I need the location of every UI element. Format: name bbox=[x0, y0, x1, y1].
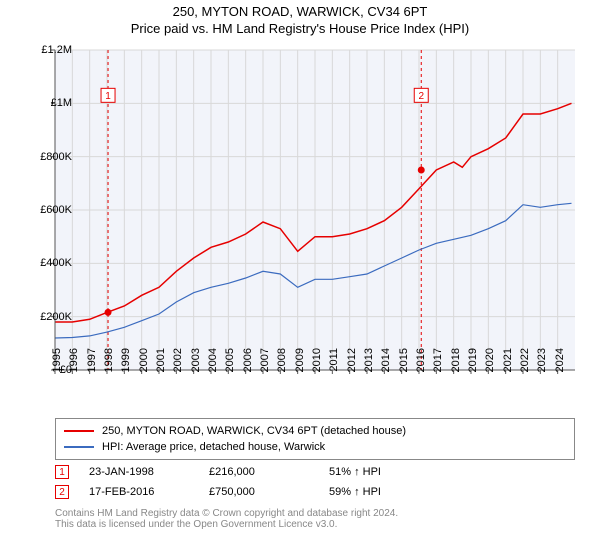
marker-price: £216,000 bbox=[209, 466, 329, 478]
legend-label: 250, MYTON ROAD, WARWICK, CV34 6PT (deta… bbox=[102, 425, 406, 437]
marker-badge: 2 bbox=[55, 485, 69, 499]
y-tick-label: £400K bbox=[22, 257, 72, 269]
footnote-line: Contains HM Land Registry data © Crown c… bbox=[55, 508, 575, 519]
svg-text:2: 2 bbox=[418, 91, 424, 102]
x-tick-label: 1996 bbox=[68, 348, 80, 378]
marker-delta: 59% ↑ HPI bbox=[329, 486, 449, 498]
x-tick-label: 1995 bbox=[51, 348, 63, 378]
legend-swatch bbox=[64, 446, 94, 448]
footnote-line: This data is licensed under the Open Gov… bbox=[55, 519, 575, 530]
page-subtitle: Price paid vs. HM Land Registry's House … bbox=[0, 19, 600, 36]
x-tick-label: 2015 bbox=[398, 348, 410, 378]
x-tick-label: 2003 bbox=[190, 348, 202, 378]
x-tick-label: 1998 bbox=[103, 348, 115, 378]
x-tick-label: 2009 bbox=[294, 348, 306, 378]
legend: 250, MYTON ROAD, WARWICK, CV34 6PT (deta… bbox=[55, 418, 575, 460]
x-tick-label: 2018 bbox=[450, 348, 462, 378]
page-title: 250, MYTON ROAD, WARWICK, CV34 6PT bbox=[0, 0, 600, 19]
x-tick-label: 2011 bbox=[328, 348, 340, 378]
x-tick-label: 2005 bbox=[224, 348, 236, 378]
marker-delta: 51% ↑ HPI bbox=[329, 466, 449, 478]
x-tick-label: 2016 bbox=[415, 348, 427, 378]
marker-table: 1 23-JAN-1998£216,00051% ↑ HPI 2 17-FEB-201… bbox=[55, 462, 575, 502]
x-tick-label: 2022 bbox=[519, 348, 531, 378]
y-tick-label: £200K bbox=[22, 311, 72, 323]
footnote: Contains HM Land Registry data © Crown c… bbox=[55, 508, 575, 530]
y-tick-label: £1M bbox=[22, 97, 72, 109]
x-tick-label: 2004 bbox=[207, 348, 219, 378]
y-tick-label: £1.2M bbox=[22, 44, 72, 56]
x-tick-label: 2020 bbox=[484, 348, 496, 378]
x-tick-label: 2008 bbox=[276, 348, 288, 378]
x-tick-label: 2000 bbox=[138, 348, 150, 378]
x-tick-label: 2021 bbox=[502, 348, 514, 378]
x-tick-label: 2023 bbox=[536, 348, 548, 378]
x-tick-label: 2024 bbox=[554, 348, 566, 378]
legend-item: HPI: Average price, detached house, Warw… bbox=[64, 439, 566, 455]
marker-row: 2 17-FEB-2016£750,00059% ↑ HPI bbox=[55, 482, 575, 502]
x-tick-label: 2017 bbox=[432, 348, 444, 378]
y-tick-label: £0 bbox=[22, 364, 72, 376]
x-tick-label: 2001 bbox=[155, 348, 167, 378]
marker-badge: 1 bbox=[55, 465, 69, 479]
y-tick-label: £600K bbox=[22, 204, 72, 216]
x-tick-label: 2013 bbox=[363, 348, 375, 378]
x-tick-label: 2019 bbox=[467, 348, 479, 378]
marker-date: 17-FEB-2016 bbox=[89, 486, 209, 498]
legend-swatch bbox=[64, 430, 94, 432]
marker-date: 23-JAN-1998 bbox=[89, 466, 209, 478]
x-tick-label: 2010 bbox=[311, 348, 323, 378]
x-tick-label: 2007 bbox=[259, 348, 271, 378]
marker-row: 1 23-JAN-1998£216,00051% ↑ HPI bbox=[55, 462, 575, 482]
x-tick-label: 2014 bbox=[380, 348, 392, 378]
legend-item: 250, MYTON ROAD, WARWICK, CV34 6PT (deta… bbox=[64, 423, 566, 439]
x-tick-label: 1999 bbox=[120, 348, 132, 378]
marker-price: £750,000 bbox=[209, 486, 329, 498]
x-tick-label: 2002 bbox=[172, 348, 184, 378]
y-tick-label: £800K bbox=[22, 151, 72, 163]
svg-text:1: 1 bbox=[105, 91, 111, 102]
x-tick-label: 2006 bbox=[242, 348, 254, 378]
price-chart: 12 bbox=[55, 50, 575, 370]
x-tick-label: 1997 bbox=[86, 348, 98, 378]
x-tick-label: 2012 bbox=[346, 348, 358, 378]
legend-label: HPI: Average price, detached house, Warw… bbox=[102, 441, 325, 453]
